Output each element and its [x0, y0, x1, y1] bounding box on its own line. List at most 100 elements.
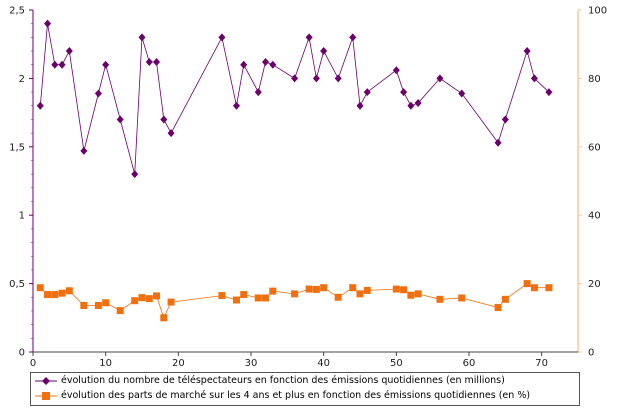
data-point-diamond: [240, 60, 248, 69]
y-right-tick-label: 60: [588, 142, 601, 153]
data-point-diamond: [291, 74, 299, 83]
legend-entry-viewers: évolution du nombre de téléspectateurs e…: [31, 373, 579, 388]
data-point-diamond: [44, 19, 52, 28]
y-right-tick-label: 40: [588, 211, 601, 222]
data-point-square: [167, 298, 175, 306]
data-point-square: [320, 284, 328, 292]
x-tick-label: 10: [99, 358, 112, 369]
data-point-diamond: [254, 88, 262, 97]
data-point-diamond: [501, 115, 509, 124]
data-point-diamond: [269, 60, 277, 69]
data-point-square: [44, 291, 52, 299]
data-point-square: [102, 299, 110, 307]
data-point-diamond: [407, 101, 415, 110]
y-left-tick-label: 1,5: [9, 142, 25, 153]
data-point-diamond: [414, 99, 422, 108]
x-tick-label: 40: [317, 358, 330, 369]
legend-label: évolution des parts de marché sur les 4 …: [61, 390, 531, 401]
data-point-square: [334, 293, 342, 301]
data-point-diamond: [305, 33, 313, 42]
data-point-diamond: [80, 146, 88, 155]
y-left-tick-label: 2: [19, 74, 25, 85]
data-point-square: [218, 292, 226, 300]
data-point-square: [523, 280, 531, 288]
data-point-square: [530, 284, 538, 292]
data-point-diamond: [392, 66, 400, 75]
data-point-square: [400, 286, 408, 294]
legend-entry-market-share: évolution des parts de marché sur les 4 …: [31, 388, 579, 403]
data-point-diamond: [400, 88, 408, 97]
y-left-tick-label: 1: [19, 211, 25, 222]
data-point-square: [501, 295, 509, 303]
y-left-tick-label: 0,5: [9, 279, 25, 290]
series-line-1: [40, 283, 549, 319]
data-point-square: [269, 287, 277, 295]
data-point-square: [545, 284, 553, 292]
data-point-diamond: [312, 74, 320, 83]
data-point-square: [94, 301, 102, 309]
data-point-square: [240, 291, 248, 299]
data-point-diamond: [102, 60, 110, 69]
data-point-diamond: [116, 115, 124, 124]
data-point-square: [232, 296, 240, 304]
data-point-square: [145, 295, 153, 303]
x-tick-label: 30: [245, 358, 258, 369]
data-point-square: [356, 290, 364, 298]
data-point-square: [312, 285, 320, 293]
legend-marker-square-icon: [35, 391, 57, 400]
data-point-square: [153, 292, 161, 300]
data-point-square: [392, 285, 400, 293]
chart: 0 0,5 1 1,5 2 2,5 0 20 40 60 80 100 0 10 20 30 40 50 60 70: [9, 6, 607, 370]
data-point-diamond: [145, 57, 153, 66]
y-left-tick-label: 2,5: [9, 6, 25, 17]
legend-label: évolution du nombre de téléspectateurs e…: [61, 375, 505, 386]
data-point-diamond: [262, 57, 270, 66]
x-tick-label: 50: [390, 358, 403, 369]
data-point-diamond: [545, 88, 553, 97]
y-right-tick-label: 100: [588, 6, 607, 17]
data-point-square: [414, 290, 422, 298]
data-point-diamond: [131, 170, 139, 179]
data-point-square: [262, 294, 270, 302]
series-line-0: [39, 23, 550, 175]
data-point-square: [58, 289, 66, 297]
x-tick-label: 0: [30, 358, 36, 369]
y-right-tick-label: 80: [588, 74, 601, 85]
data-point-diamond: [334, 74, 342, 83]
data-point-square: [116, 307, 124, 315]
y-right-tick-label: 20: [588, 279, 601, 290]
data-point-square: [80, 301, 88, 309]
x-tick-label: 60: [463, 358, 476, 369]
data-point-diamond: [363, 88, 371, 97]
data-point-diamond: [458, 89, 466, 98]
data-point-diamond: [65, 47, 73, 56]
data-point-square: [458, 294, 466, 302]
data-point-diamond: [232, 101, 240, 110]
legend: évolution du nombre de téléspectateurs e…: [30, 372, 580, 406]
data-point-diamond: [494, 138, 502, 147]
data-point-square: [305, 285, 313, 293]
data-point-diamond: [523, 47, 531, 56]
data-point-square: [254, 294, 262, 302]
data-point-square: [36, 284, 44, 292]
data-point-diamond: [160, 115, 168, 124]
data-point-square: [436, 295, 444, 303]
data-point-square: [160, 314, 168, 322]
data-point-square: [363, 286, 371, 294]
data-point-diamond: [94, 89, 102, 98]
data-point-square: [349, 284, 357, 292]
data-point-diamond: [218, 33, 226, 42]
data-point-diamond: [436, 74, 444, 83]
data-point-diamond: [36, 101, 44, 110]
x-tick-label: 20: [172, 358, 185, 369]
data-point-diamond: [58, 60, 66, 69]
data-point-square: [494, 304, 502, 312]
y-left-tick-label: 0: [19, 348, 25, 359]
data-point-square: [138, 294, 146, 302]
y-right-tick-label: 0: [588, 348, 594, 359]
data-point-diamond: [51, 60, 59, 69]
data-point-diamond: [349, 33, 357, 42]
data-point-diamond: [167, 129, 175, 138]
data-point-square: [131, 297, 139, 305]
legend-marker-diamond-icon: [35, 376, 57, 385]
